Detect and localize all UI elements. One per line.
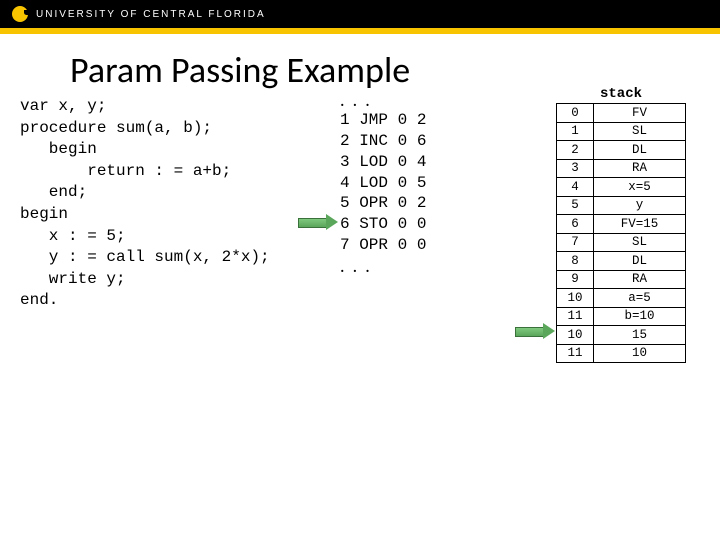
instr-line: 6 STO 0 0 (340, 215, 426, 233)
stack-value: 10 (594, 344, 686, 363)
stack-value: DL (594, 252, 686, 271)
stack-index: 5 (557, 196, 594, 215)
stack-index: 9 (557, 270, 594, 289)
code-line: x : = 5; (20, 227, 126, 245)
stack-index: 10 (557, 326, 594, 345)
instr-line: 1 JMP 0 2 (340, 111, 426, 129)
stack-value: RA (594, 159, 686, 178)
code-line: write y; (20, 270, 126, 288)
stack-row: 9RA (557, 270, 686, 289)
stack-value: 15 (594, 326, 686, 345)
instr-line: 3 LOD 0 4 (340, 153, 426, 171)
code-line: return : = a+b; (20, 162, 231, 180)
code-line: y : = call sum(x, 2*x); (20, 248, 270, 266)
stack-row: 1015 (557, 326, 686, 345)
code-line: begin (20, 140, 97, 158)
stack-index: 2 (557, 141, 594, 160)
ellipsis-bottom: . . . (340, 258, 426, 274)
stack-index: 11 (557, 344, 594, 363)
stack-index: 10 (557, 289, 594, 308)
stack-index: 0 (557, 104, 594, 123)
stack-region: stack 0FV1SL2DL3RA4x=55y6FV=157SL8DL9RA1… (556, 86, 686, 363)
stack-value: FV=15 (594, 215, 686, 234)
instr-line: 2 INC 0 6 (340, 132, 426, 150)
instr-line: 4 LOD 0 5 (340, 174, 426, 192)
stack-value: y (594, 196, 686, 215)
stack-value: x=5 (594, 178, 686, 197)
stack-row: 8DL (557, 252, 686, 271)
stack-value: b=10 (594, 307, 686, 326)
stack-index: 6 (557, 215, 594, 234)
code-line: var x, y; (20, 97, 106, 115)
stack-index: 7 (557, 233, 594, 252)
stack-row: 10a=5 (557, 289, 686, 308)
stack-row: 3RA (557, 159, 686, 178)
code-line: begin (20, 205, 68, 223)
gold-divider (0, 28, 720, 34)
stack-row: 7SL (557, 233, 686, 252)
code-line: end; (20, 183, 87, 201)
stack-table: 0FV1SL2DL3RA4x=55y6FV=157SL8DL9RA10a=511… (556, 103, 686, 363)
source-code: var x, y; procedure sum(a, b); begin ret… (20, 96, 270, 312)
code-line: end. (20, 291, 58, 309)
stack-row: 6FV=15 (557, 215, 686, 234)
current-instruction-arrow-icon (298, 215, 338, 229)
stack-row: 0FV (557, 104, 686, 123)
ellipsis-top: . . . (340, 92, 426, 108)
stack-row: 4x=5 (557, 178, 686, 197)
stack-row: 5y (557, 196, 686, 215)
stack-value: SL (594, 122, 686, 141)
stack-value: a=5 (594, 289, 686, 308)
stack-pointer-arrow-icon (515, 324, 555, 338)
instruction-listing: . . . 1 JMP 0 2 2 INC 0 6 3 LOD 0 4 4 LOD… (340, 90, 426, 276)
stack-index: 8 (557, 252, 594, 271)
ucf-logo-icon (12, 6, 28, 22)
stack-row: 1SL (557, 122, 686, 141)
stack-value: FV (594, 104, 686, 123)
instr-line: 5 OPR 0 2 (340, 194, 426, 212)
brand-bar: UNIVERSITY OF CENTRAL FLORIDA (0, 0, 720, 28)
stack-value: SL (594, 233, 686, 252)
code-line: procedure sum(a, b); (20, 119, 212, 137)
stack-value: RA (594, 270, 686, 289)
stack-row: 2DL (557, 141, 686, 160)
stack-index: 1 (557, 122, 594, 141)
stack-value: DL (594, 141, 686, 160)
stack-index: 4 (557, 178, 594, 197)
instr-line: 7 OPR 0 0 (340, 236, 426, 254)
stack-index: 11 (557, 307, 594, 326)
university-name: UNIVERSITY OF CENTRAL FLORIDA (36, 9, 266, 20)
stack-title: stack (556, 86, 686, 102)
stack-index: 3 (557, 159, 594, 178)
stack-row: 11b=10 (557, 307, 686, 326)
stack-row: 1110 (557, 344, 686, 363)
